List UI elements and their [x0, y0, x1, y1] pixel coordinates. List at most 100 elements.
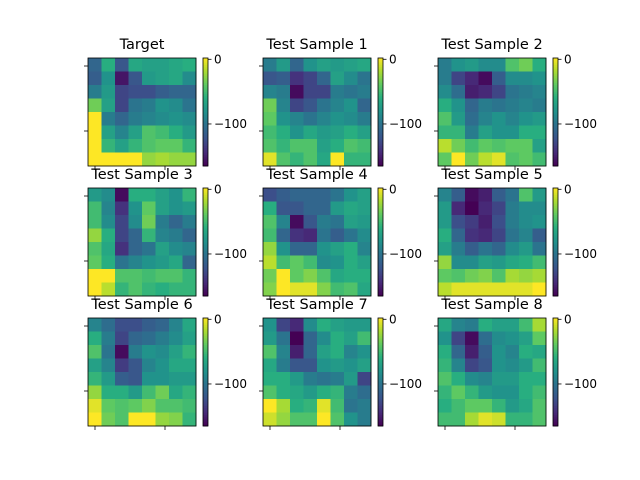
panel-frame: [437, 317, 547, 427]
colorbar-segment: [203, 321, 208, 324]
colorbar-segment: [378, 424, 383, 427]
colorbar-segment: [378, 202, 383, 205]
heatmap-cell: [532, 412, 547, 427]
heatmap-cell: [532, 269, 547, 283]
heatmap-cell: [290, 345, 304, 359]
heatmap-cell: [155, 269, 170, 283]
heatmap-cell: [263, 412, 277, 427]
colorbar-segment: [553, 76, 558, 79]
colorbar-segment: [203, 72, 208, 75]
heatmap-cell: [169, 98, 183, 113]
colorbar-segment: [203, 220, 208, 223]
heatmap-cell: [263, 242, 277, 256]
heatmap-cell: [290, 98, 304, 113]
heatmap-cell: [532, 98, 547, 113]
colorbar-segment: [553, 279, 558, 282]
heatmap-cell: [182, 358, 197, 373]
heatmap-cell: [492, 412, 506, 427]
heatmap-cell: [438, 112, 452, 126]
heatmap-cell: [357, 345, 372, 359]
colorbar-segment: [553, 245, 558, 248]
colorbar-segment: [553, 343, 558, 346]
colorbar-segment: [203, 65, 208, 68]
colorbar-segment: [378, 359, 383, 362]
heatmap-cell: [478, 255, 493, 270]
colorbar-segment: [203, 148, 208, 151]
heatmap-cell: [182, 201, 197, 216]
colorbar-segment: [203, 402, 208, 405]
heatmap-cell: [519, 412, 533, 427]
colorbar-segment: [553, 339, 558, 342]
colorbar-segment: [378, 337, 383, 340]
heatmap-cell: [344, 98, 358, 113]
heatmap-cell: [519, 85, 533, 99]
colorbar-segment: [553, 265, 558, 268]
heatmap-cell: [478, 228, 493, 243]
heatmap-cell: [505, 98, 520, 113]
heatmap-cell: [317, 318, 331, 332]
colorbar-segment: [553, 368, 558, 371]
colorbar-segment: [203, 206, 208, 209]
heatmap-cell: [142, 358, 156, 373]
heatmap-cell: [263, 331, 277, 346]
colorbar-segment: [378, 373, 383, 376]
heatmap-cell: [88, 282, 102, 297]
colorbar-segment: [203, 247, 208, 250]
colorbar-segment: [203, 364, 208, 367]
heatmap-cell: [532, 58, 547, 72]
colorbar-segment: [378, 74, 383, 77]
heatmap-cell: [532, 215, 547, 229]
heatmap-cell: [155, 255, 170, 270]
heatmap-cell: [532, 358, 547, 373]
heatmap-cell: [128, 98, 143, 113]
heatmap-cell: [357, 125, 372, 140]
heatmap-cell: [182, 242, 197, 256]
heatmap-cell: [101, 412, 116, 427]
heatmap-cell: [290, 412, 304, 427]
heatmap-cell: [492, 331, 506, 346]
colorbar-segment: [553, 231, 558, 234]
heatmap-cell: [182, 125, 197, 140]
colorbar-segment: [378, 352, 383, 355]
heatmap-cell: [505, 358, 520, 373]
colorbar-segment: [378, 330, 383, 333]
colorbar-segment: [553, 327, 558, 330]
heatmap-cell: [478, 71, 493, 86]
colorbar-segment: [203, 375, 208, 378]
heatmap-cell: [519, 385, 533, 400]
colorbar-segment: [203, 400, 208, 403]
colorbar-segment: [203, 83, 208, 86]
heatmap-cell: [492, 58, 506, 72]
colorbar-segment: [203, 251, 208, 254]
colorbar-segment: [203, 130, 208, 133]
colorbar-segment: [203, 108, 208, 111]
colorbar-segment: [553, 372, 558, 375]
heatmap-cell: [101, 385, 116, 400]
heatmap-cell: [88, 255, 102, 270]
heatmap-cell: [290, 201, 304, 216]
colorbar-segment: [378, 135, 383, 138]
heatmap-cell: [492, 242, 506, 256]
heatmap-cell: [155, 112, 170, 126]
colorbar-segment: [553, 377, 558, 380]
colorbar-segment: [378, 59, 383, 62]
heatmap-cell: [505, 215, 520, 229]
heatmap-cell: [344, 358, 358, 373]
colorbar-segment: [378, 215, 383, 218]
heatmap-cell: [290, 85, 304, 99]
heatmap-cell: [115, 228, 129, 243]
colorbar-segment: [553, 242, 558, 245]
colorbar-segment: [553, 359, 558, 362]
heatmap-cell: [303, 372, 318, 386]
colorbar-segment: [203, 95, 208, 98]
heatmap-cell: [263, 139, 277, 153]
heatmap-cell: [492, 71, 506, 86]
heatmap-cell: [344, 201, 358, 216]
heatmap-cell: [478, 345, 493, 359]
colorbar-segment: [203, 346, 208, 349]
colorbar-segment: [203, 63, 208, 66]
heatmap-cell: [478, 125, 493, 140]
colorbar-segment: [553, 285, 558, 288]
heatmap-cell: [303, 358, 318, 373]
heatmap-cell: [155, 85, 170, 99]
